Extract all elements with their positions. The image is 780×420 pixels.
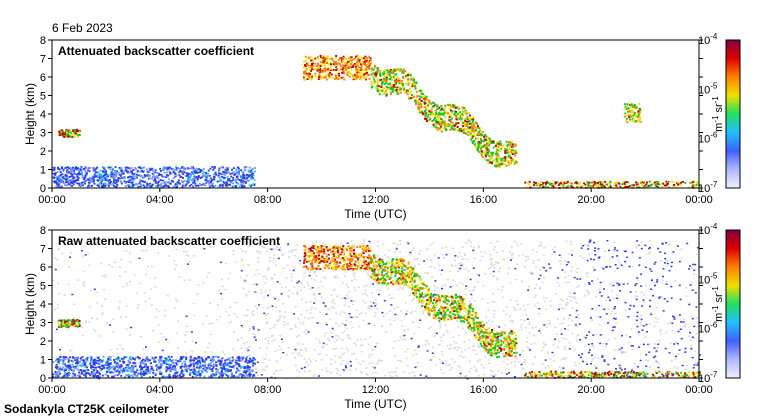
y-axis-label: Height (km) [23,83,37,145]
y-tick-label: 0 [40,183,46,195]
colorbar-unit-sr: sr [713,103,725,116]
y-tick-label: 4 [40,299,46,311]
colorbar-scale [725,39,741,189]
panel-2: Raw attenuated backscatter coefficient 0 1… [23,222,741,411]
y-tick-label: 3 [40,128,46,140]
colorbar-tick-label: 10-6 [698,321,718,336]
date-label: 6 Feb 2023 [52,21,113,35]
panel-1: Attenuated backscatter coefficient 0 1 2 3 4 5… [23,32,741,221]
colorbar-tick-base: 10 [698,183,710,195]
plot-area [52,230,701,380]
y-tick-label: 6 [40,262,46,274]
colorbar-tick-label: 10-4 [698,222,718,237]
y-tick-label: 1 [40,165,46,177]
colorbar-tick-label: 10-4 [698,32,718,47]
colorbar-tick-exp: -4 [710,222,718,231]
x-tick-label: 00:00 [685,194,713,206]
colorbar-tick-exp: -5 [710,81,718,90]
y-tick-label: 2 [40,146,46,158]
y-tick-label: 0 [40,373,46,385]
y-tick-label: 8 [40,225,46,237]
colorbar-tick-exp: -6 [710,131,718,140]
colorbar-scale [725,229,741,379]
colorbar-tick-base: 10 [698,324,710,336]
y-tick-label: 7 [40,54,46,66]
colorbar-unit-exp2: -1 [711,96,720,104]
x-tick-label: 04:00 [146,384,174,396]
feature-high-cloud-deck [302,244,373,271]
x-tick-label: 20:00 [577,194,605,206]
colorbar-tick-base: 10 [698,134,710,146]
feature-low-cloud [524,180,701,189]
x-tick-label: 00:00 [38,384,66,396]
y-tick-label: 3 [40,318,46,330]
colorbar-unit-m: m [713,313,725,322]
colorbar-unit-sr: sr [713,293,725,306]
colorbar-tick-label: 10-7 [698,370,718,385]
colorbar-tick-base: 10 [698,373,710,385]
x-tick-label: 20:00 [577,384,605,396]
colorbar-tick-base: 10 [698,35,710,47]
feature-early-cloud [57,128,81,138]
colorbar-tick-base: 10 [698,225,710,237]
feature-boundary-layer [52,165,257,188]
colorbar-tick-exp: -6 [710,321,718,330]
colorbar-tick-exp: -5 [710,271,718,280]
y-tick-label: 8 [40,35,46,47]
x-tick-label: 08:00 [254,384,282,396]
colorbar-tick-label: 10-7 [698,180,718,195]
panel-title: Attenuated backscatter coefficient [58,44,254,58]
plot-background [52,40,699,188]
colorbar-tick-label: 10-5 [698,271,718,286]
x-tick-label: 12:00 [362,384,390,396]
x-tick-label: 12:00 [362,194,390,206]
feature-descending-cloud [370,64,518,169]
plot-area [52,40,701,189]
x-tick-label: 08:00 [254,194,282,206]
instrument-label: Sodankyla CT25K ceilometer [4,402,169,416]
colorbar-unit-exp2: -1 [711,286,720,294]
colorbar: 10-710-610-510-4m-1 sr-1 [698,32,741,195]
x-tick-label: 16:00 [470,194,498,206]
y-tick-label: 1 [40,355,46,367]
feature-high-cloud-deck [302,54,372,81]
colorbar-unit-m: m [713,123,725,132]
x-tick-label: 04:00 [146,194,174,206]
colorbar-unit-exp1: -1 [711,115,720,123]
colorbar: 10-710-610-510-4m-1 sr-1 [698,222,741,385]
colorbar-label: m-1 sr-1 [711,96,725,132]
colorbar-label: m-1 sr-1 [711,286,725,322]
colorbar-tick-label: 10-5 [698,81,718,96]
panel-title: Raw attenuated backscatter coefficient [58,234,280,248]
colorbar-tick-base: 10 [698,84,710,96]
feature-early-cloud [57,318,81,328]
x-axis-label: Time (UTC) [344,397,406,411]
feature-boundary-layer [52,355,257,378]
colorbar-unit-exp1: -1 [711,305,720,313]
colorbar-tick-exp: -4 [710,32,718,41]
x-axis-label: Time (UTC) [344,207,406,221]
x-tick-label: 16:00 [470,384,498,396]
x-tick-label: 00:00 [685,384,713,396]
colorbar-tick-label: 10-6 [698,131,718,146]
feature-descending-cloud [370,254,518,359]
y-tick-label: 7 [40,244,46,256]
y-axis-label: Height (km) [23,273,37,335]
y-tick-label: 5 [40,281,46,293]
x-tick-label: 00:00 [38,194,66,206]
feature-cloud-patch [623,102,642,124]
y-tick-label: 4 [40,109,46,121]
y-tick-label: 6 [40,72,46,84]
y-tick-label: 5 [40,91,46,103]
colorbar-tick-exp: -7 [710,370,718,379]
y-tick-label: 2 [40,336,46,348]
colorbar-tick-base: 10 [698,274,710,286]
colorbar-tick-exp: -7 [710,180,718,189]
